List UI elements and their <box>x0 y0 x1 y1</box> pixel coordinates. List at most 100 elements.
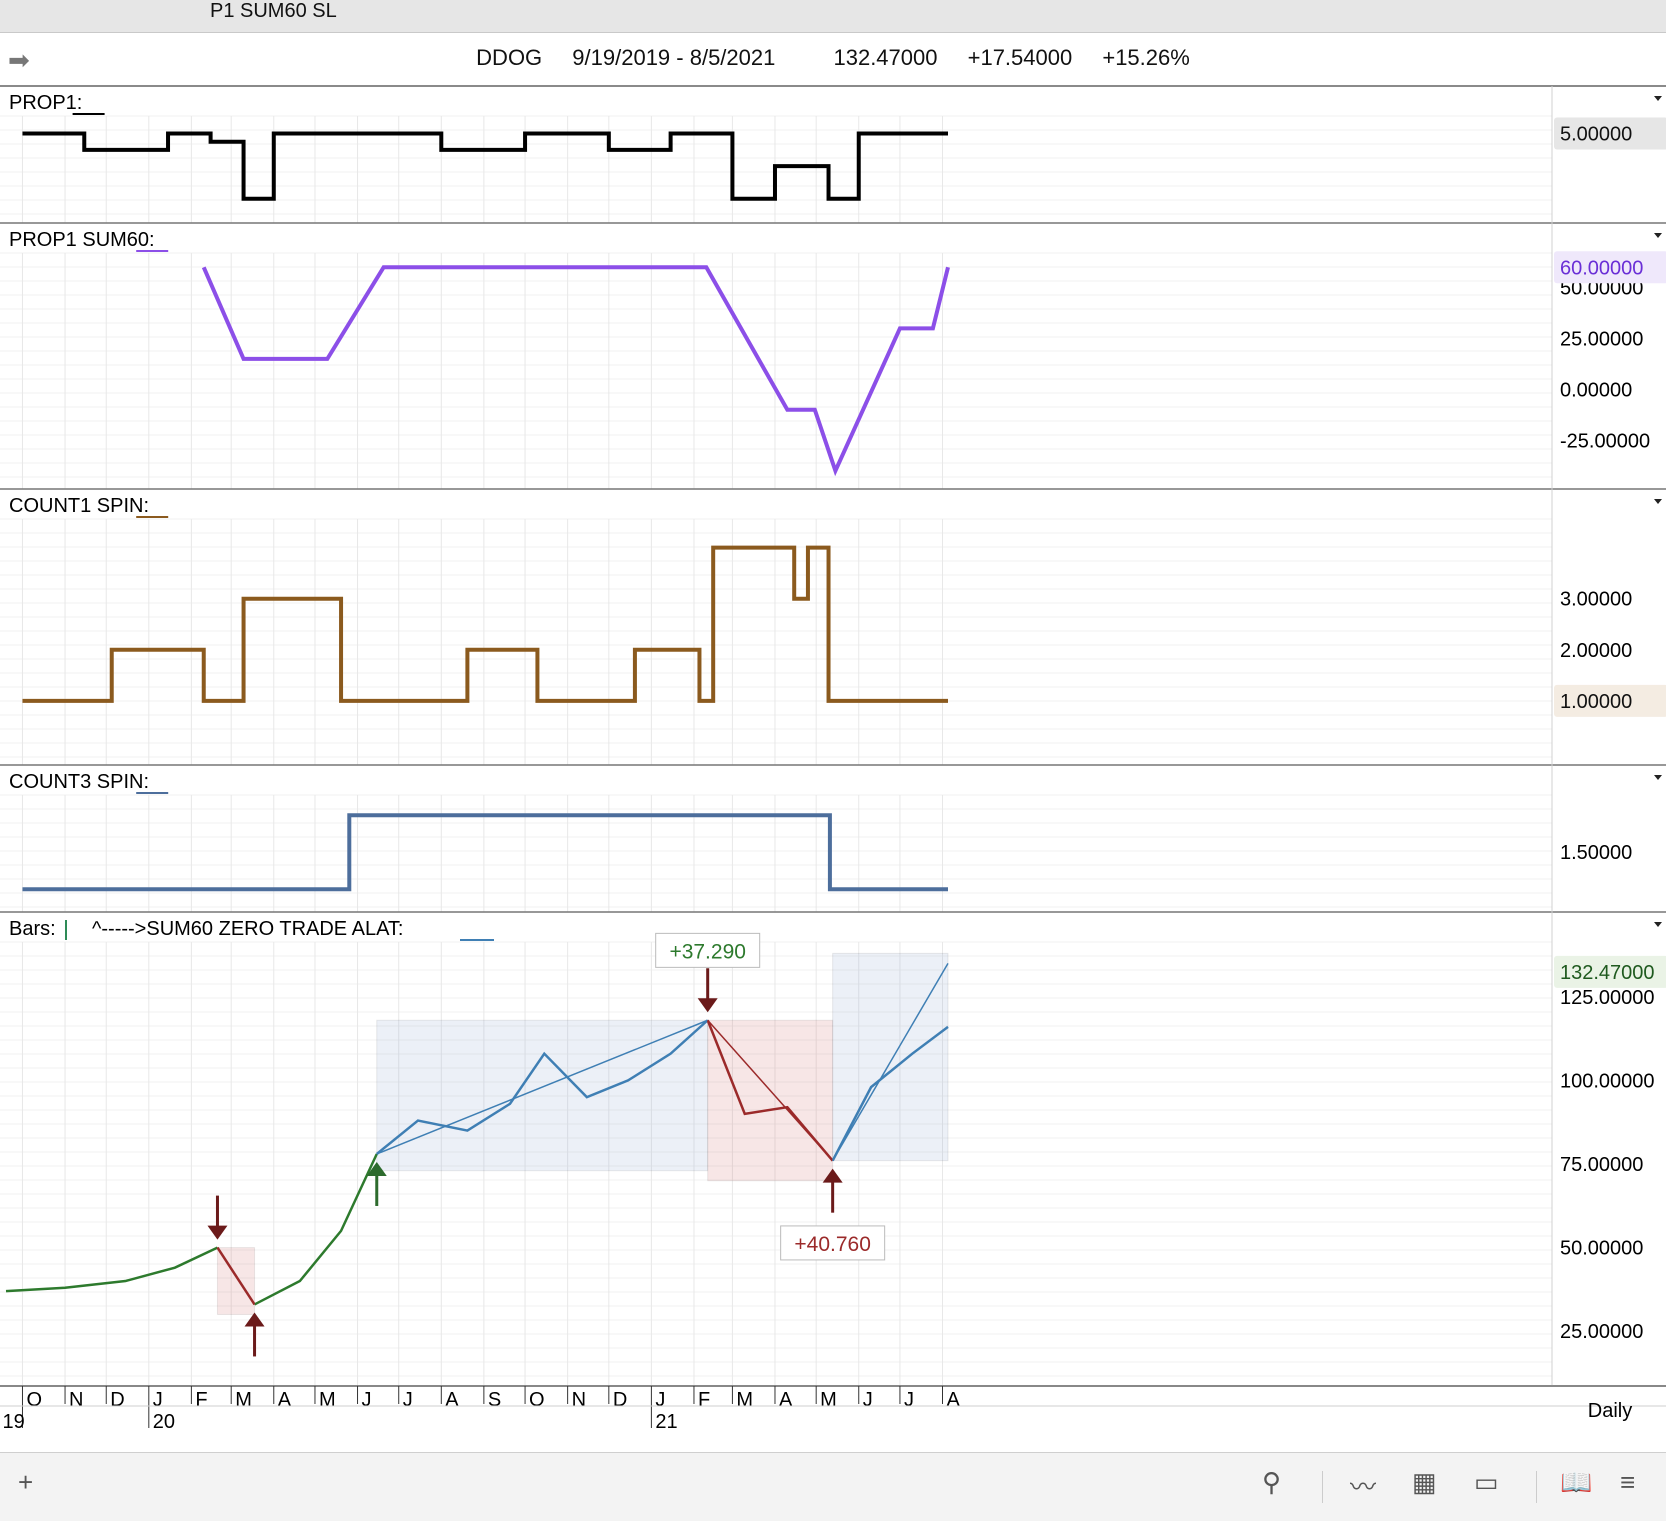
pane-menu-icon[interactable] <box>1654 775 1662 780</box>
layout-icon[interactable]: ▭ <box>1474 1467 1499 1497</box>
axis-tick-label: 2.00000 <box>1560 640 1632 662</box>
trade-result-label-box <box>780 1225 886 1261</box>
last-value-badge <box>1554 251 1666 284</box>
date-range: 9/19/2019 - 8/5/2021 <box>572 45 776 70</box>
time-tick-label: S <box>488 1389 501 1411</box>
pane-menu-icon[interactable] <box>1654 922 1662 927</box>
time-tick-label: M <box>820 1389 837 1411</box>
pane-label-prop1: PROP1: <box>9 92 82 114</box>
toolbar-divider <box>1322 1471 1323 1503</box>
pane-menu-icon[interactable] <box>1654 96 1662 101</box>
pane-label-count1: COUNT1 SPIN: <box>9 495 149 517</box>
trade-trend-line <box>376 1019 708 1155</box>
axis-tick-label: 75.00000 <box>1560 1154 1643 1176</box>
buy-arrow-icon <box>244 1312 265 1327</box>
trade-trend-line <box>707 1019 834 1162</box>
last-price: 132.47000 <box>833 45 938 70</box>
period-label[interactable]: Daily <box>1588 1400 1632 1422</box>
time-tick-label: M <box>319 1389 336 1411</box>
trade-trend-line <box>832 963 949 1162</box>
trade-result-label-box <box>655 932 761 968</box>
axis-tick-label: 25.00000 <box>1560 1321 1643 1343</box>
time-tick-label: J <box>403 1389 413 1411</box>
axis-tick-label: 100.00000 <box>1560 1070 1655 1092</box>
time-tick-label: J <box>153 1389 163 1411</box>
axis-tick-label: 50.00000 <box>1560 1238 1643 1260</box>
buy-arrow-icon <box>822 1168 843 1183</box>
window-title: P1 SUM60 SL <box>210 0 337 22</box>
price-change-pct: +15.26% <box>1102 45 1190 70</box>
menu-icon[interactable]: ≡ <box>1620 1467 1636 1497</box>
toolbar-divider <box>1536 1471 1537 1503</box>
grid-icon[interactable]: ▦ <box>1412 1467 1437 1497</box>
time-tick-label: J <box>655 1389 665 1411</box>
price-line-green <box>5 1246 219 1293</box>
price-change: +17.54000 <box>967 45 1073 70</box>
time-tick-label: D <box>613 1389 627 1411</box>
time-tick-label: O <box>26 1389 42 1411</box>
book-icon[interactable]: 📖 <box>1560 1467 1593 1497</box>
axis-tick-label: 25.00000 <box>1560 329 1643 351</box>
time-tick-label: N <box>572 1389 586 1411</box>
window-titlebar: P1 SUM60 SL <box>0 0 1666 33</box>
last-value-label: 60.00000 <box>1560 257 1643 279</box>
time-tick-label: A <box>278 1389 292 1411</box>
last-value-badge <box>1554 955 1666 988</box>
time-tick-label: F <box>195 1389 207 1411</box>
time-tick-label: J <box>904 1389 914 1411</box>
time-tick-label: F <box>698 1389 710 1411</box>
trade-result-label: +40.760 <box>794 1233 871 1256</box>
add-icon[interactable]: + <box>18 1467 34 1497</box>
time-tick-label: J <box>362 1389 372 1411</box>
year-tick-label: 20 <box>153 1411 175 1433</box>
chart-area[interactable]: PROP1: 5.00000 PROP1 SUM60: 50.00000 25.0000… <box>0 86 1666 1452</box>
price-line-green <box>253 1153 378 1306</box>
pane-label-sum60: PROP1 SUM60: <box>9 229 155 251</box>
time-tick-label: A <box>445 1389 459 1411</box>
pane-label-tail: ^----->SUM60 ZERO TRADE ALAT: <box>92 918 403 940</box>
last-value-badge <box>1554 684 1666 717</box>
series-prop1 <box>22 131 948 201</box>
series-prop1-sum60 <box>201 265 950 477</box>
axis-tick-label: 0.00000 <box>1560 379 1632 401</box>
chart-header: ➡ DDOG 9/19/2019 - 8/5/2021 132.47000 +1… <box>0 33 1666 87</box>
last-value-badge <box>1554 117 1666 150</box>
year-tick-label: 21 <box>655 1411 677 1433</box>
trade-zone <box>707 1019 834 1182</box>
axis-tick-label: 3.00000 <box>1560 589 1632 611</box>
pane-label-count3: COUNT3 SPIN: <box>9 771 149 793</box>
price-line-red <box>706 1019 834 1162</box>
trade-trend-line <box>216 1247 256 1305</box>
price-line-blue <box>831 1025 949 1162</box>
last-value-label: 1.00000 <box>1560 691 1632 713</box>
time-tick-label: A <box>947 1389 961 1411</box>
pane-label-price: Bars: <box>9 918 56 940</box>
sell-arrow-icon <box>697 998 718 1013</box>
year-tick-label: 19 <box>2 1411 24 1433</box>
time-tick-label: D <box>110 1389 124 1411</box>
axis-tick-label: -25.00000 <box>1560 430 1650 452</box>
pane-menu-icon[interactable] <box>1654 499 1662 504</box>
time-tick-label: O <box>529 1389 545 1411</box>
sell-arrow-icon <box>207 1225 228 1240</box>
search-icon[interactable]: ⚲ <box>1262 1467 1282 1497</box>
last-value-label: 132.47000 <box>1560 962 1655 984</box>
series-count3-spin <box>22 813 948 892</box>
axis-tick-label: 1.50000 <box>1560 842 1632 864</box>
quote-summary: DDOG 9/19/2019 - 8/5/2021 132.47000 +17.… <box>0 45 1666 71</box>
trade-result-label: +37.290 <box>669 940 746 963</box>
time-tick-label: A <box>779 1389 793 1411</box>
go-arrow-icon[interactable]: ➡ <box>8 45 30 75</box>
pane-menu-icon[interactable] <box>1654 233 1662 238</box>
time-tick-label: J <box>863 1389 873 1411</box>
time-tick-label: M <box>736 1389 753 1411</box>
bottom-toolbar: + ⚲ 〰 ▦ ▭ 📖 ≡ <box>0 1452 1666 1521</box>
last-value-label: 5.00000 <box>1560 124 1632 146</box>
line-chart-icon[interactable]: 〰 <box>1350 1472 1377 1502</box>
axis-tick-label: 125.00000 <box>1560 987 1655 1009</box>
trade-zone <box>376 1019 709 1172</box>
series-count1-spin <box>22 545 948 703</box>
buy-arrow-icon <box>366 1161 387 1176</box>
price-line-blue <box>375 1019 709 1155</box>
time-tick-label: N <box>69 1389 83 1411</box>
